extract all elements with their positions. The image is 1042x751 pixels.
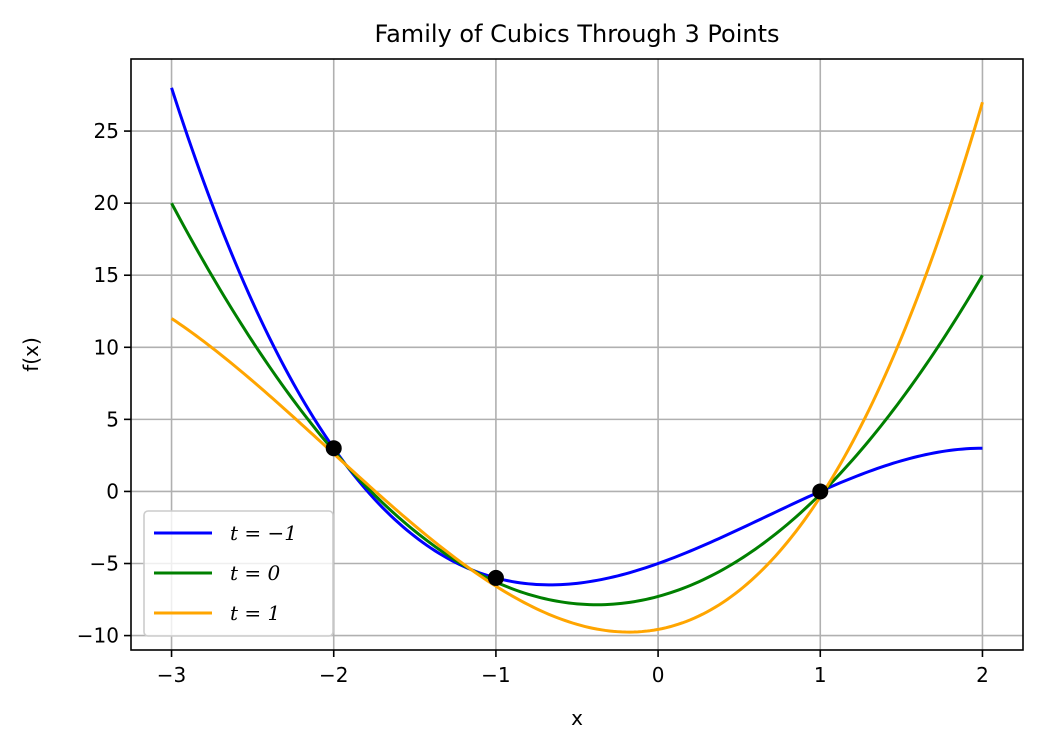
- x-axis-label: x: [571, 706, 583, 730]
- y-tick-label: −10: [77, 624, 119, 648]
- data-point: [325, 440, 342, 457]
- points-layer: [325, 440, 829, 586]
- y-tick-label: −5: [90, 552, 119, 576]
- x-tick-label: −2: [319, 663, 348, 687]
- series-line-0: [170, 87, 983, 587]
- series-layer: [170, 87, 984, 634]
- data-point: [487, 569, 504, 586]
- y-tick-label: 10: [94, 335, 119, 359]
- legend-label-0: t = −1: [230, 521, 297, 545]
- plot-frame: [130, 58, 1024, 651]
- y-axis-label: f(x): [19, 337, 43, 371]
- legend-box: [143, 510, 334, 637]
- y-tick-label: 15: [94, 263, 119, 287]
- y-tick-label: 5: [106, 407, 119, 431]
- chart-title: Family of Cubics Through 3 Points: [375, 20, 780, 48]
- y-tick-label: 20: [94, 191, 119, 215]
- series-line-2: [170, 101, 984, 634]
- y-tick-label: 25: [94, 119, 119, 143]
- y-tick-label: 0: [106, 479, 119, 503]
- data-point: [812, 483, 829, 500]
- series-line-1: [170, 202, 984, 607]
- x-tick-label: 1: [814, 663, 827, 687]
- legend: t = −1 t = 0 t = 1: [143, 510, 334, 637]
- legend-label-1: t = 0: [230, 561, 281, 585]
- legend-label-2: t = 1: [230, 601, 280, 625]
- x-tick-label: 2: [976, 663, 989, 687]
- x-tick-label: 0: [652, 663, 665, 687]
- x-tick-label: −3: [157, 663, 186, 687]
- x-tick-label: −1: [481, 663, 510, 687]
